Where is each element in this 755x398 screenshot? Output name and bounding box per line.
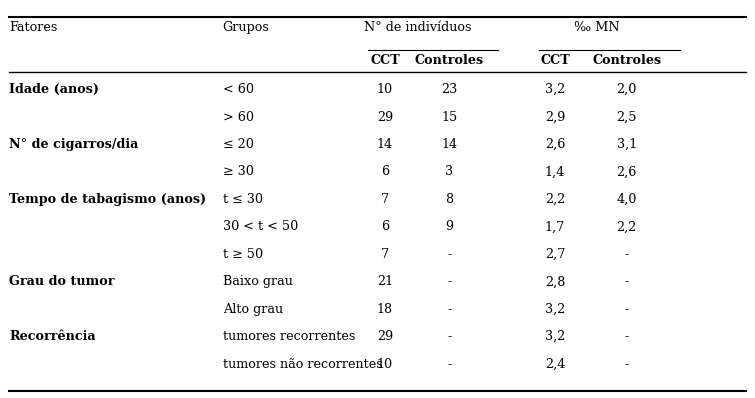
Text: Idade (anos): Idade (anos) (9, 83, 99, 96)
Text: 6: 6 (381, 166, 389, 178)
Text: Grupos: Grupos (223, 21, 270, 34)
Text: tumores recorrentes: tumores recorrentes (223, 330, 355, 343)
Text: Recorrência: Recorrência (9, 330, 96, 343)
Text: 3: 3 (445, 166, 453, 178)
Text: 2,5: 2,5 (616, 111, 637, 123)
Text: -: - (624, 358, 629, 371)
Text: -: - (624, 330, 629, 343)
Text: Controles: Controles (414, 54, 484, 67)
Text: -: - (447, 330, 451, 343)
Text: 2,6: 2,6 (617, 166, 636, 178)
Text: 3,2: 3,2 (545, 330, 565, 343)
Text: 18: 18 (377, 303, 393, 316)
Text: -: - (624, 248, 629, 261)
Text: 10: 10 (377, 358, 393, 371)
Text: 3,1: 3,1 (617, 138, 636, 151)
Text: > 60: > 60 (223, 111, 254, 123)
Text: N° de indivíduos: N° de indivíduos (364, 21, 471, 34)
Text: 15: 15 (441, 111, 458, 123)
Text: Controles: Controles (592, 54, 661, 67)
Text: 29: 29 (377, 330, 393, 343)
Text: Grau do tumor: Grau do tumor (9, 275, 115, 288)
Text: 9: 9 (445, 220, 453, 233)
Text: -: - (624, 275, 629, 288)
Text: t ≤ 30: t ≤ 30 (223, 193, 263, 206)
Text: Tempo de tabagismo (anos): Tempo de tabagismo (anos) (9, 193, 206, 206)
Text: -: - (447, 358, 451, 371)
Text: 7: 7 (381, 248, 389, 261)
Text: t ≥ 50: t ≥ 50 (223, 248, 263, 261)
Text: 3,2: 3,2 (545, 83, 565, 96)
Text: 1,4: 1,4 (545, 166, 565, 178)
Text: 7: 7 (381, 193, 389, 206)
Text: 2,6: 2,6 (545, 138, 565, 151)
Text: 30 < t < 50: 30 < t < 50 (223, 220, 298, 233)
Text: N° de cigarros/dia: N° de cigarros/dia (9, 138, 138, 151)
Text: 3,2: 3,2 (545, 303, 565, 316)
Text: CCT: CCT (370, 54, 400, 67)
Text: 29: 29 (377, 111, 393, 123)
Text: 6: 6 (381, 220, 389, 233)
Text: 10: 10 (377, 83, 393, 96)
Text: 14: 14 (377, 138, 393, 151)
Text: ‰ MN: ‰ MN (574, 21, 619, 34)
Text: -: - (624, 303, 629, 316)
Text: 4,0: 4,0 (617, 193, 636, 206)
Text: CCT: CCT (540, 54, 570, 67)
Text: -: - (447, 248, 451, 261)
Text: 21: 21 (377, 275, 393, 288)
Text: 14: 14 (441, 138, 458, 151)
Text: 2,9: 2,9 (545, 111, 565, 123)
Text: < 60: < 60 (223, 83, 254, 96)
Text: 2,0: 2,0 (617, 83, 636, 96)
Text: 2,8: 2,8 (545, 275, 565, 288)
Text: 2,2: 2,2 (617, 220, 636, 233)
Text: 2,2: 2,2 (545, 193, 565, 206)
Text: -: - (447, 275, 451, 288)
Text: ≥ 30: ≥ 30 (223, 166, 254, 178)
Text: ≤ 20: ≤ 20 (223, 138, 254, 151)
Text: Fatores: Fatores (9, 21, 57, 34)
Text: 2,4: 2,4 (545, 358, 565, 371)
Text: Alto grau: Alto grau (223, 303, 283, 316)
Text: 1,7: 1,7 (545, 220, 565, 233)
Text: 8: 8 (445, 193, 453, 206)
Text: tumores não recorrentes: tumores não recorrentes (223, 358, 383, 371)
Text: Baixo grau: Baixo grau (223, 275, 293, 288)
Text: 23: 23 (441, 83, 458, 96)
Text: -: - (447, 303, 451, 316)
Text: 2,7: 2,7 (545, 248, 565, 261)
